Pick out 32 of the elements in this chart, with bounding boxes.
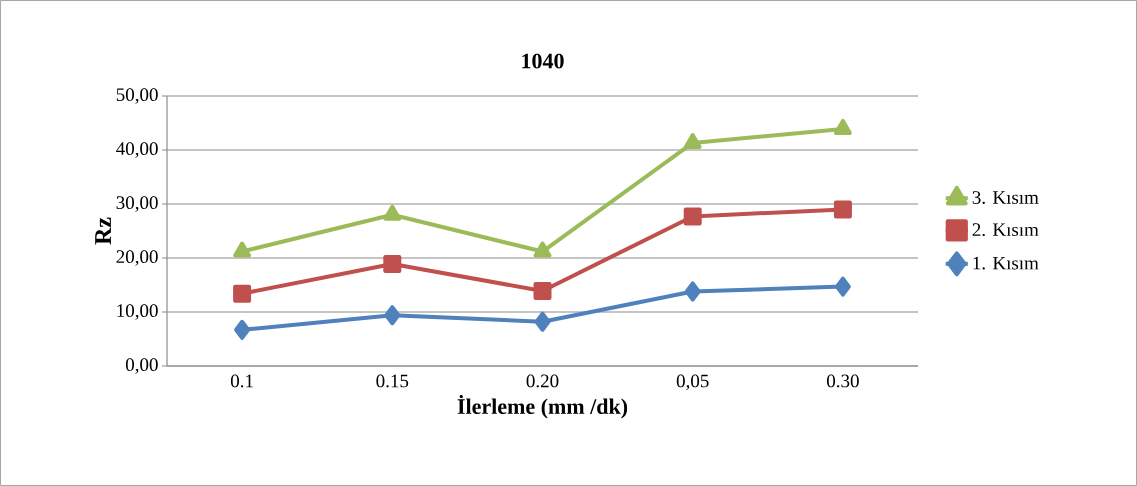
y-tick-label: 10,00 [117,304,158,320]
point [833,200,852,219]
y-tick-label: 30,00 [116,196,158,212]
x-tick-label: 0.15 [376,374,409,388]
y-axis-title: Rz [95,217,111,245]
point [234,319,251,340]
point [233,284,252,303]
point [833,118,852,135]
y-tick-label: 0,00 [125,358,158,374]
x-axis-title: İlerleme (mm /dk) [457,394,628,419]
y-tick-label: 20,00 [116,250,158,266]
legend-label: 1. Kısım [973,256,1039,270]
point [684,281,701,302]
point [533,241,552,258]
legend-label: 3. Kısım [972,191,1039,204]
point [383,254,402,273]
chart-title: 1040 [522,53,564,69]
point [533,281,552,300]
point [534,311,551,332]
y-tick-label: 50,00 [116,88,158,104]
x-tick-label: 0.30 [827,374,859,388]
point [233,241,252,258]
x-tick-label: 0.1 [230,374,253,388]
legend-label: 2. Kısım [972,223,1039,237]
point [834,276,851,297]
x-tick-label: 0,05 [676,374,709,391]
point [683,132,702,149]
x-tick-label: 0.20 [526,374,559,388]
point [384,305,401,326]
y-tick-label: 40,00 [116,142,158,158]
point [683,207,702,226]
point [383,204,402,221]
